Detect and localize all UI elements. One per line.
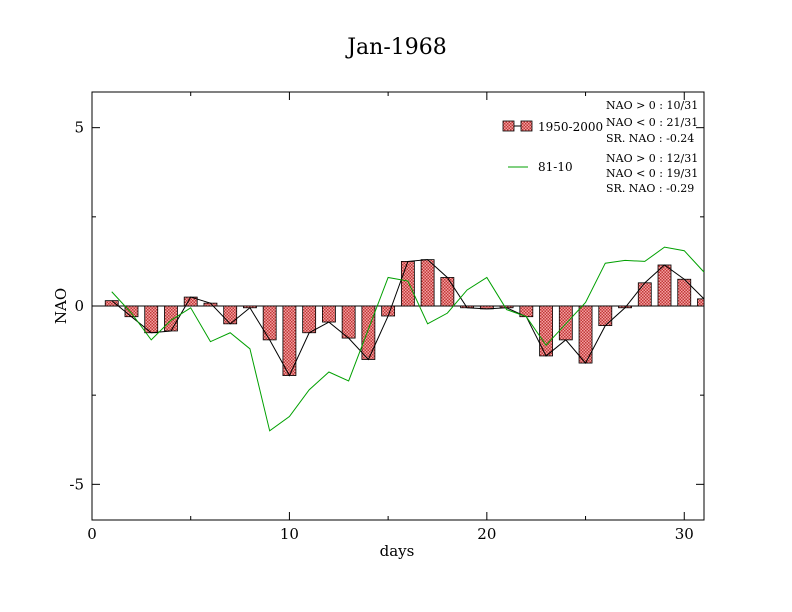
bar-day-28 (637, 282, 652, 307)
legend-bar-swatch-left (502, 120, 515, 132)
x-tick-label: 30 (675, 525, 694, 543)
stats-line-3: SR. NAO : -0.24 (606, 132, 694, 145)
bar-day-11 (302, 305, 317, 334)
legend-line-label: 81-10 (538, 160, 573, 174)
bar-day-26 (598, 305, 613, 327)
bar-day-31 (697, 298, 705, 307)
stats-line-5: NAO < 0 : 19/31 (606, 167, 698, 180)
bar-series (104, 259, 705, 376)
stats-line-2: NAO < 0 : 21/31 (606, 116, 698, 129)
series-81-10-line (111, 246, 705, 432)
stats-line-6: SR. NAO : -0.29 (606, 182, 694, 195)
bar-day-29 (657, 264, 672, 307)
y-axis-label: NAO (52, 288, 70, 324)
x-tick-label: 10 (280, 525, 299, 543)
chart-title: Jan-1968 (345, 35, 447, 60)
bar-day-9 (262, 305, 277, 341)
stats-line-1: NAO > 0 : 10/31 (606, 99, 698, 112)
y-tick-label: 5 (74, 119, 84, 137)
bar-day-18 (440, 277, 455, 307)
x-axis-label: days (380, 542, 415, 560)
bar-day-1 (104, 300, 119, 307)
x-tick-label: 20 (477, 525, 496, 543)
bar-day-15 (381, 305, 396, 317)
stats-line-4: NAO > 0 : 12/31 (606, 152, 698, 165)
line-series (111, 246, 705, 432)
bar-day-24 (558, 305, 573, 341)
bar-day-16 (400, 261, 415, 307)
y-tick-label: -5 (69, 475, 84, 493)
bar-day-23 (539, 305, 553, 357)
legend-bar-label: 1950-2000 (538, 120, 603, 134)
bar-day-13 (341, 305, 356, 339)
legend: 1950-2000 81-10 NAO > 0 : 10/31 NAO < 0 … (502, 99, 698, 195)
bar-day-7 (223, 305, 238, 325)
bar-day-4 (164, 305, 178, 332)
legend-bar-swatch-right (520, 120, 533, 132)
series-1950-2000-line (111, 259, 705, 377)
bar-day-12 (322, 305, 336, 323)
bar-day-17 (420, 259, 435, 307)
y-tick-label: 0 (74, 297, 84, 315)
bar-day-14 (361, 305, 376, 360)
x-tick-label: 0 (87, 525, 97, 543)
